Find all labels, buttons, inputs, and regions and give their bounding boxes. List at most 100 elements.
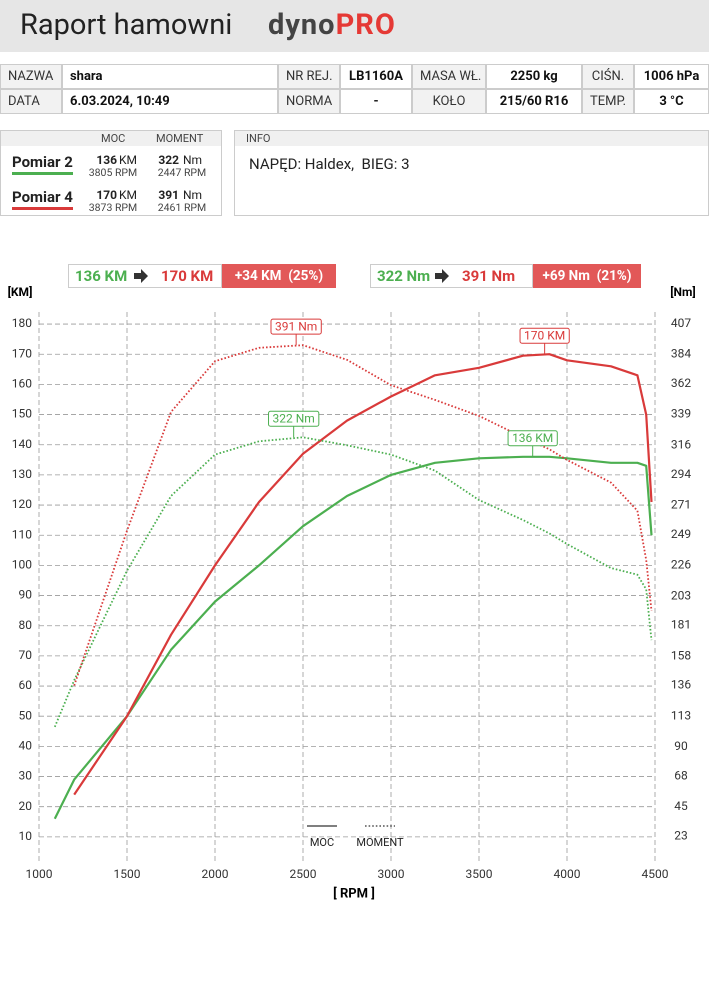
torque-unit: Nm [183,153,203,167]
detail-value: shara [62,64,278,89]
y-tick-label: 70 [19,648,33,662]
y-tick-label: 40 [19,739,33,753]
y2-tick-label: 271 [671,497,691,511]
power-unit: KM [119,188,138,202]
detail-value: LB1160A [340,64,412,89]
comparison-to: 391 Nm [462,267,516,285]
legend-label: MOC [310,836,334,849]
power-rpm: 3805 RPM [88,166,138,179]
info-title: INFO [235,131,708,146]
comparison-from: 322 Nm [377,267,431,285]
y2-tick-label: 68 [674,768,688,782]
details-table: NAZWA shara NR REJ. LB1160A MASA WŁ. 2250 kg C… [0,64,709,114]
column-header: MOC [101,132,126,145]
x-tick-label: 4000 [554,867,581,881]
detail-label: DATA [0,89,62,114]
y-tick-label: 90 [19,588,33,602]
y-tick-label: 110 [12,527,32,541]
info-box: INFO NAPĘD: Haldex, BIEG: 3 [234,130,709,216]
y-tick-label: 50 [19,708,33,722]
x-tick-label: 1500 [114,867,141,881]
x-tick-label: 4500 [642,867,669,881]
detail-label: TEMP. [582,89,634,114]
detail-label: KOŁO [412,89,486,114]
x-tick-label: 2500 [290,867,317,881]
header: Raport hamowni dynoPRO [0,0,709,52]
y2-tick-label: 362 [671,376,691,390]
power-line [73,353,653,796]
column-header: MOMENT [156,132,204,145]
y-tick-label: 130 [12,467,32,481]
y2-tick-label: 203 [671,588,691,602]
y-tick-label: 30 [19,769,33,783]
measurement-name: Pomiar 2 [12,153,73,175]
report-title: Raport hamowni [20,8,233,42]
x-tick-label: 2000 [202,867,229,881]
detail-label: NR REJ. [278,64,340,89]
torque-unit: Nm [183,188,203,202]
power-value: 136 [96,153,117,167]
power-unit: KM [119,153,138,167]
y2-tick-label: 384 [671,347,691,361]
annotation-box [268,410,320,427]
power-line [53,455,653,820]
y2-tick-label: 136 [671,678,691,692]
detail-value: 1006 hPa [634,64,709,89]
detail-label: NAZWA [0,64,62,89]
y2-tick-label: 90 [674,739,688,753]
y-tick-label: 10 [19,829,33,843]
measurements-header: MOC MOMENT [1,131,221,146]
torque-value: 391 [158,188,179,202]
detail-value: 6.03.2024, 10:49 [62,89,278,114]
torque-rpm: 2447 RPM [157,166,207,179]
info-text: NAPĘD: Haldex, BIEG: 3 [249,155,410,173]
detail-value: 3 °C [634,89,709,114]
y2-tick-label: 23 [674,829,688,843]
y2-tick-label: 249 [671,527,691,541]
y2-tick-label: 226 [671,558,691,572]
y-tick-label: 140 [12,437,32,451]
y-tick-label: 180 [12,316,32,330]
torque-line [53,436,653,728]
y-tick-label: 150 [12,407,32,421]
y-tick-label: 20 [19,799,33,813]
x-tick-label: 1000 [26,867,53,881]
annotation-label: 136 KM [512,431,553,445]
x-tick-label: 3500 [466,867,493,881]
y2-axis-label: [Nm] [670,284,696,299]
detail-value: 2250 kg [486,64,582,89]
comparison-from: 136 KM [75,267,128,285]
detail-label: MASA WŁ. [412,64,486,89]
x-axis-label: [ RPM ] [333,885,375,901]
legend-label: MOMENT [356,836,404,849]
torque-rpm: 2461 RPM [157,201,207,214]
measurement-name: Pomiar 4 [12,188,73,210]
annotation-box [507,430,558,447]
torque-value: 322 [158,153,179,167]
measurements-box: MOC MOMENT Pomiar 2 136 KM 3805 RPM 322 Nm 244… [0,130,222,216]
annotation-label: 170 KM [524,328,565,342]
detail-label: CIŚN. [582,64,634,89]
y-tick-label: 60 [19,678,33,692]
comparison-diff: +69 Nm (21%) [533,264,641,288]
logo-right: PRO [335,8,396,42]
y2-tick-label: 45 [674,799,688,813]
logo: dynoPRO [268,8,396,42]
logo-left: dyno [268,8,336,42]
y2-tick-label: 113 [671,708,691,722]
comparison-diff: +34 KM (25%) [222,264,336,288]
y-tick-label: 160 [12,377,32,391]
comparison-arrow [134,269,148,283]
y-tick-label: 170 [12,346,32,360]
annotation-label: 391 Nm [275,319,317,333]
power-rpm: 3873 RPM [88,201,138,214]
detail-label: NORMA [278,89,340,114]
y-tick-label: 120 [12,497,32,511]
y2-tick-label: 181 [671,618,691,632]
y-axis-label: [KM] [8,284,33,299]
power-value: 170 [96,188,117,202]
comparison-to: 170 KM [161,267,214,285]
x-tick-label: 3000 [378,867,405,881]
